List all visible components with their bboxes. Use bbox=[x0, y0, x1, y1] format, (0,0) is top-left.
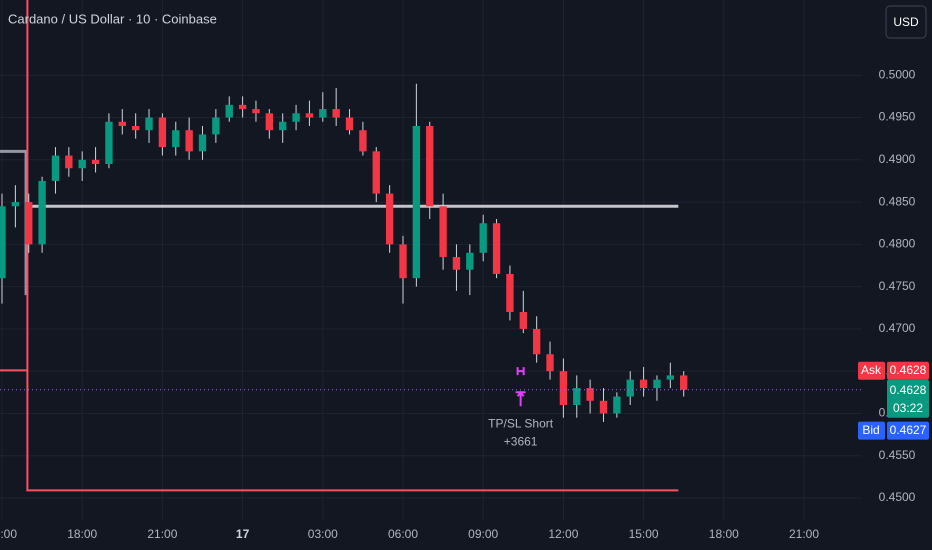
candle-body bbox=[252, 109, 260, 114]
y-tick-label: 0.4800 bbox=[879, 237, 916, 251]
candle-body bbox=[613, 396, 621, 414]
x-tick-label: 21:00 bbox=[789, 527, 819, 541]
candle-body bbox=[639, 379, 648, 389]
candle-body bbox=[172, 130, 180, 148]
candle-body bbox=[439, 206, 447, 258]
position-line bbox=[0, 149, 28, 296]
candle-body bbox=[118, 121, 126, 126]
candle-body bbox=[532, 328, 541, 355]
trade-label: TP/SL Short bbox=[488, 416, 554, 430]
candle-body bbox=[359, 130, 367, 152]
x-tick-label: 18:00 bbox=[709, 527, 739, 541]
candle-body bbox=[412, 125, 421, 279]
x-tick-label: 15:00 bbox=[629, 527, 659, 541]
candle-body bbox=[506, 273, 514, 312]
bid-price: 0.4627 bbox=[890, 423, 927, 437]
candle-body bbox=[452, 257, 461, 270]
candle-body bbox=[0, 206, 6, 279]
candle-body bbox=[279, 121, 287, 131]
candle-body bbox=[158, 117, 167, 148]
candle-body bbox=[292, 113, 300, 122]
candle-body bbox=[599, 400, 608, 414]
plot-area: TP/SL Short +3661 bbox=[0, 0, 862, 492]
bid-tag bbox=[858, 421, 885, 440]
x-tick-label: 17 bbox=[236, 527, 250, 541]
y-tick-label: 0.4500 bbox=[879, 490, 916, 504]
candle-body bbox=[51, 155, 60, 181]
candle-body bbox=[519, 312, 527, 329]
candle-body bbox=[466, 252, 474, 270]
ask-price-box bbox=[887, 361, 929, 380]
y-tick-label: 0.5000 bbox=[879, 67, 916, 81]
candle-body bbox=[145, 117, 153, 131]
x-tick-label: 03:00 bbox=[308, 527, 338, 541]
candle-body bbox=[479, 223, 487, 253]
candle-body bbox=[38, 180, 46, 245]
candle-body bbox=[372, 151, 380, 194]
candle-body bbox=[65, 155, 73, 169]
candle-body bbox=[319, 109, 327, 118]
y-tick-label: 0.4850 bbox=[879, 194, 916, 208]
candle-body bbox=[91, 159, 100, 165]
candle-body bbox=[626, 379, 634, 397]
last-price-box bbox=[887, 379, 929, 418]
candle-body bbox=[105, 121, 113, 165]
x-tick-label: 06:00 bbox=[388, 527, 418, 541]
trade-result: +3661 bbox=[504, 434, 538, 448]
candle-body bbox=[492, 223, 501, 274]
position-line bbox=[26, 0, 679, 492]
bid-price-box bbox=[887, 421, 929, 440]
y-tick-label: 0.4550 bbox=[879, 448, 916, 462]
last-price: 0.4628 bbox=[890, 383, 927, 397]
candle-body bbox=[385, 193, 394, 245]
ask-tag-label: Ask bbox=[861, 363, 882, 377]
x-tick-label: 18:00 bbox=[67, 527, 97, 541]
x-tick-label: 12:00 bbox=[548, 527, 578, 541]
candle-body bbox=[25, 202, 33, 245]
candle-body bbox=[586, 388, 594, 401]
trade-entry-marker bbox=[516, 367, 525, 376]
candle-body bbox=[666, 375, 675, 380]
chart-title: Cardano / US Dollar · 10 · Coinbase bbox=[8, 11, 217, 26]
candle-body bbox=[559, 371, 568, 406]
trade-exit-marker bbox=[515, 390, 526, 407]
y-tick-label: 0.4950 bbox=[879, 110, 916, 124]
candle-body bbox=[11, 202, 20, 207]
ask-tag bbox=[858, 361, 885, 380]
countdown: 03:22 bbox=[893, 401, 923, 415]
candle-body bbox=[653, 379, 661, 389]
candle-body bbox=[332, 109, 340, 118]
candle-body bbox=[185, 130, 193, 152]
candle-body bbox=[305, 113, 314, 118]
candle-body bbox=[225, 104, 233, 118]
y-tick-label: 0.4750 bbox=[879, 279, 916, 293]
x-tick-label: 15:00 bbox=[0, 527, 17, 541]
candle-body bbox=[426, 125, 434, 207]
grid bbox=[0, 0, 862, 520]
axes: 0.45000.45500.46000.46500.47000.47500.48… bbox=[0, 67, 929, 541]
y-tick-label: 0.4700 bbox=[879, 321, 916, 335]
candle-body bbox=[131, 125, 140, 131]
candle-body bbox=[573, 388, 581, 406]
candle-body bbox=[399, 244, 407, 279]
bid-tag-label: Bid bbox=[862, 423, 879, 437]
x-tick-label: 09:00 bbox=[468, 527, 498, 541]
currency-button[interactable] bbox=[885, 5, 927, 39]
candle-body bbox=[265, 113, 274, 131]
candle-body bbox=[345, 117, 354, 131]
ask-price: 0.4628 bbox=[890, 363, 927, 377]
currency-label[interactable]: USD bbox=[893, 15, 919, 29]
candle-body bbox=[198, 134, 207, 152]
candle-body bbox=[680, 375, 688, 390]
candle-body bbox=[78, 159, 86, 169]
candle-body bbox=[546, 354, 554, 372]
candle-body bbox=[238, 104, 247, 110]
x-tick-label: 21:00 bbox=[147, 527, 177, 541]
candle-body bbox=[212, 117, 220, 135]
y-tick-label: 0.4900 bbox=[879, 152, 916, 166]
